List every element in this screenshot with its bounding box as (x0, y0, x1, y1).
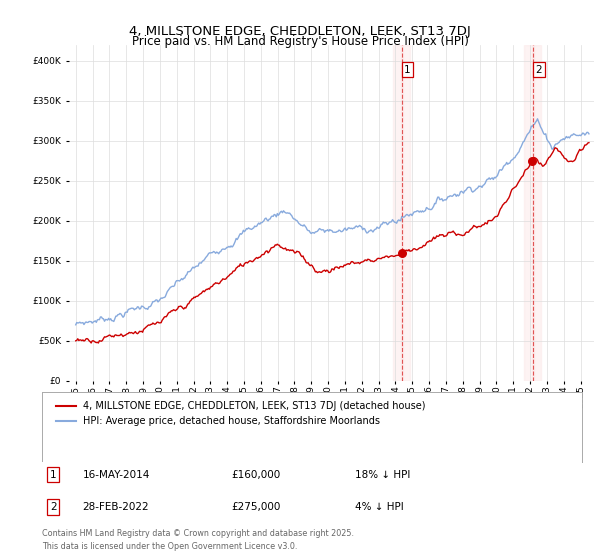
Text: 4, MILLSTONE EDGE, CHEDDLETON, LEEK, ST13 7DJ: 4, MILLSTONE EDGE, CHEDDLETON, LEEK, ST1… (129, 25, 471, 38)
Point (397, 248, 407, 257)
Bar (524, 45, 541, 381)
Text: 1: 1 (50, 470, 57, 480)
Bar (401, 45, 403, 381)
Bar (532, 45, 533, 381)
Text: £160,000: £160,000 (231, 470, 280, 480)
Legend: 4, MILLSTONE EDGE, CHEDDLETON, LEEK, ST13 7DJ (detached house), HPI: Average pri: 4, MILLSTONE EDGE, CHEDDLETON, LEEK, ST1… (52, 398, 430, 430)
Text: 18% ↓ HPI: 18% ↓ HPI (355, 470, 410, 480)
Text: £275,000: £275,000 (231, 502, 280, 512)
Text: 28-FEB-2022: 28-FEB-2022 (83, 502, 149, 512)
Point (527, 156, 537, 165)
Text: 2: 2 (50, 502, 57, 512)
Text: 2: 2 (535, 65, 542, 75)
Text: Contains HM Land Registry data © Crown copyright and database right 2025.
This d: Contains HM Land Registry data © Crown c… (42, 529, 354, 550)
Text: 4% ↓ HPI: 4% ↓ HPI (355, 502, 404, 512)
Text: 16-MAY-2014: 16-MAY-2014 (83, 470, 150, 480)
Text: 1: 1 (404, 65, 411, 75)
Text: Price paid vs. HM Land Registry's House Price Index (HPI): Price paid vs. HM Land Registry's House … (131, 35, 469, 48)
Bar (393, 45, 410, 381)
